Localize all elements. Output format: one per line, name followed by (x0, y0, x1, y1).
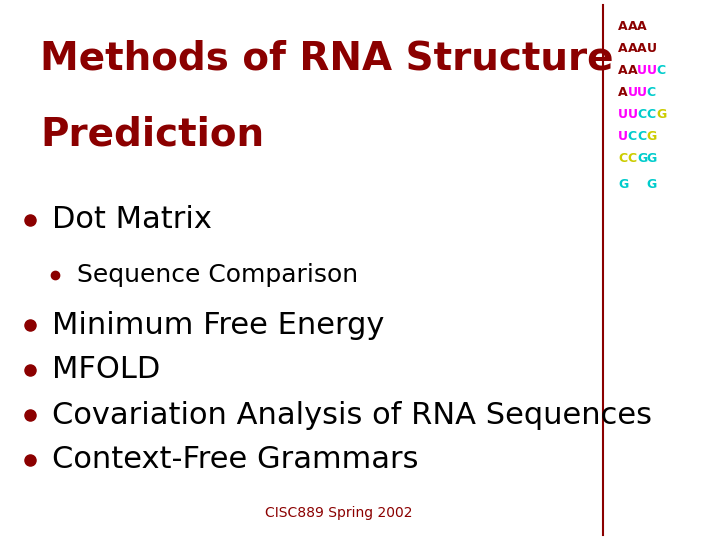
Text: U: U (637, 86, 647, 99)
Text: C: C (618, 152, 627, 165)
Text: U: U (647, 42, 657, 55)
Text: Sequence Comparison: Sequence Comparison (77, 263, 358, 287)
Text: Covariation Analysis of RNA Sequences: Covariation Analysis of RNA Sequences (52, 401, 652, 429)
Text: U: U (628, 86, 637, 99)
Text: U: U (618, 130, 628, 143)
Text: C: C (647, 108, 656, 121)
Text: G: G (618, 178, 629, 191)
Text: G: G (647, 152, 657, 165)
Text: A: A (628, 42, 637, 55)
Text: C: C (628, 130, 636, 143)
Text: C: C (647, 86, 656, 99)
Text: G: G (637, 152, 647, 165)
Text: C: C (637, 108, 646, 121)
Text: A: A (637, 20, 647, 33)
Text: G: G (647, 178, 657, 191)
Text: A: A (618, 42, 628, 55)
Text: U: U (647, 64, 657, 77)
Text: G: G (656, 108, 666, 121)
Text: U: U (618, 108, 628, 121)
Text: MFOLD: MFOLD (52, 355, 161, 384)
Text: A: A (618, 20, 628, 33)
Text: A: A (628, 64, 637, 77)
Text: Minimum Free Energy: Minimum Free Energy (52, 310, 384, 340)
Text: Prediction: Prediction (40, 115, 264, 153)
Text: A: A (628, 20, 637, 33)
Text: CISC889 Spring 2002: CISC889 Spring 2002 (265, 506, 412, 520)
Text: C: C (637, 130, 646, 143)
Text: Context-Free Grammars: Context-Free Grammars (52, 446, 418, 475)
Text: A: A (637, 42, 647, 55)
Text: C: C (628, 152, 636, 165)
Text: A: A (618, 86, 628, 99)
Text: Dot Matrix: Dot Matrix (52, 206, 212, 234)
Text: U: U (628, 108, 637, 121)
Text: Methods of RNA Structure: Methods of RNA Structure (40, 40, 613, 78)
Text: G: G (647, 130, 657, 143)
Text: U: U (637, 64, 647, 77)
Text: C: C (656, 64, 665, 77)
Text: A: A (618, 64, 628, 77)
